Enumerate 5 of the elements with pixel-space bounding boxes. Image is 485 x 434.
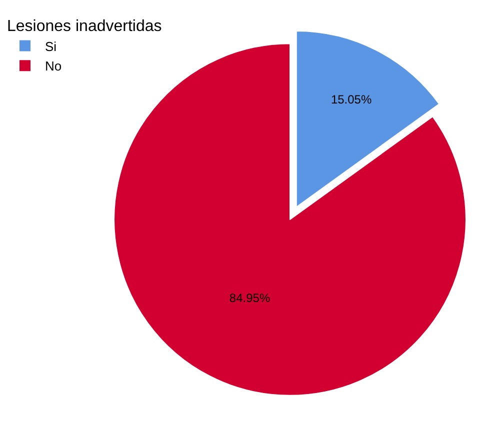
data-label: 84.95% [229,290,270,305]
legend-label: Si [45,38,57,54]
legend-title: Lesiones inadvertidas [7,18,162,35]
legend-label: No [45,58,62,74]
data-label: 15.05% [330,92,372,106]
